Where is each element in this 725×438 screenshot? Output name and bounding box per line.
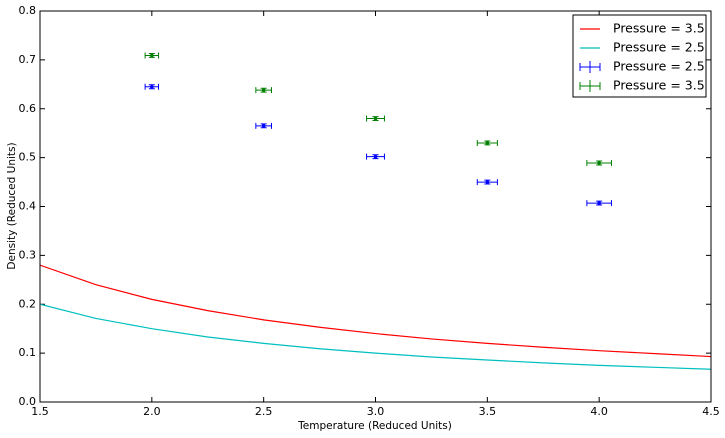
y-tick-label: 0.0 [19, 395, 37, 408]
y-tick-label: 0.3 [19, 248, 37, 261]
y-tick-label: 0.6 [19, 102, 37, 115]
x-tick-label: 4.0 [590, 405, 608, 418]
series-line [40, 264, 711, 358]
x-tick-label: 2.5 [255, 405, 273, 418]
point [373, 116, 378, 121]
legend-label: Pressure = 3.5 [613, 78, 705, 93]
y-tick-label: 0.7 [19, 53, 37, 66]
point [373, 154, 378, 159]
series-line [40, 303, 711, 370]
point [150, 53, 154, 58]
y-tick-label: 0.1 [19, 346, 37, 359]
x-axis-label: Temperature (Reduced Units) [297, 420, 452, 432]
point [597, 201, 601, 205]
legend-label: Pressure = 3.5 [613, 21, 705, 36]
plot-frame [39, 10, 712, 403]
point [150, 84, 154, 89]
x-tick-label: 3.0 [367, 405, 385, 418]
point [597, 161, 601, 165]
y-tick-label: 0.2 [19, 297, 37, 310]
x-tick-label: 2.0 [143, 405, 161, 418]
y-tick-label: 0.8 [19, 4, 37, 17]
y-tick-label: 0.4 [19, 200, 37, 213]
point [261, 124, 266, 128]
x-tick-label: 1.5 [31, 405, 49, 418]
x-tick-label: 3.5 [479, 405, 497, 418]
point [485, 141, 490, 145]
y-tick-label: 0.5 [19, 151, 37, 164]
point [261, 88, 266, 92]
legend-label: Pressure = 2.5 [613, 40, 705, 55]
plot-area [40, 52, 711, 370]
legend-symbol [579, 61, 601, 73]
legend-symbol [579, 80, 601, 92]
x-tick-label: 4.5 [702, 405, 720, 418]
point [485, 180, 490, 184]
legend-label: Pressure = 2.5 [613, 59, 705, 74]
y-axis-label: Density (Reduced Units) [6, 142, 18, 269]
